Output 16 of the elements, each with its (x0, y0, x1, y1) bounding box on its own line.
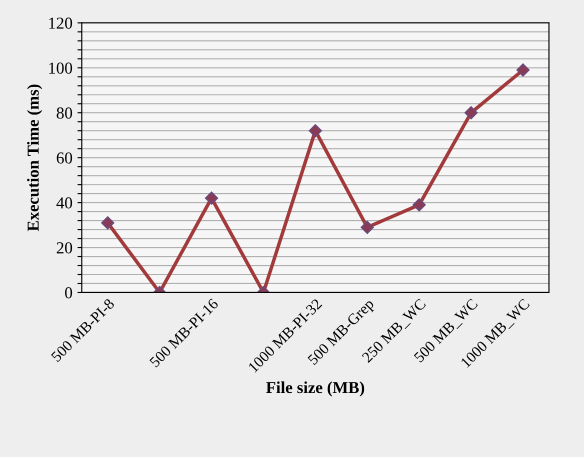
point (516, 63, 530, 77)
point (412, 198, 426, 212)
point (204, 192, 218, 205)
y-tick-label: 100 (49, 62, 72, 74)
y-tick-label: 0 (65, 287, 72, 298)
y-tick-label: 20 (56, 242, 72, 254)
y-tick-label: 60 (56, 152, 72, 164)
point (360, 220, 374, 234)
point (101, 216, 114, 230)
y-tick-label: 80 (56, 107, 72, 119)
point (464, 106, 478, 120)
y-tick-label: 40 (56, 197, 72, 209)
point (308, 124, 322, 138)
x-axis-title: File size (MB) (266, 381, 364, 397)
y-axis-title: Execution Time (ms) (27, 84, 42, 232)
y-tick-label: 120 (49, 18, 72, 29)
